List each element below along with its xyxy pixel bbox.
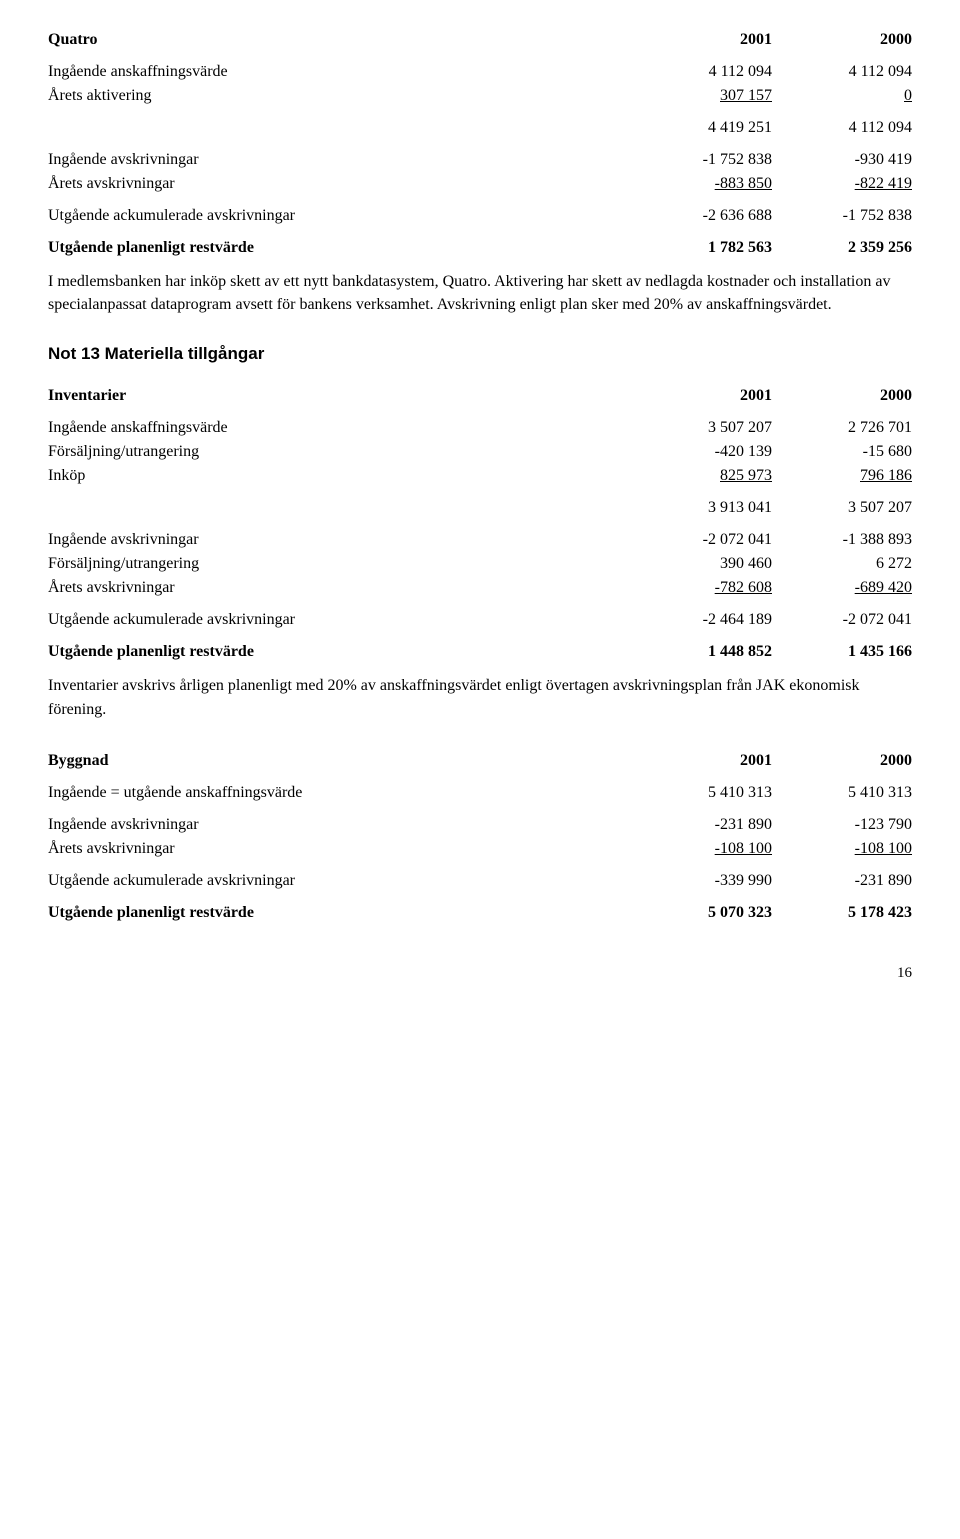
table-row: Ingående avskrivningar -231 890 -123 790 [48, 813, 912, 837]
inventarier-paragraph: Inventarier avskrivs årligen planenligt … [48, 674, 912, 720]
row-label: Utgående planenligt restvärde [48, 901, 632, 925]
row-value: 5 178 423 [772, 901, 912, 925]
byggnad-header: Byggnad 2001 2000 [48, 749, 912, 773]
row-value: -2 072 041 [632, 528, 772, 552]
row-label: Utgående ackumulerade avskrivningar [48, 608, 632, 632]
inventarier-header: Inventarier 2001 2000 [48, 384, 912, 408]
row-value: 3 913 041 [632, 496, 772, 520]
row-label: Årets avskrivningar [48, 172, 632, 196]
row-value: 5 070 323 [632, 901, 772, 925]
row-value: 825 973 [632, 464, 772, 488]
row-value: 1 448 852 [632, 640, 772, 664]
quatro-paragraph: I medlemsbanken har inköp skett av ett n… [48, 270, 912, 316]
row-value: -2 464 189 [632, 608, 772, 632]
row-value: 4 112 094 [632, 60, 772, 84]
row-value: 5 410 313 [632, 781, 772, 805]
table-row: Ingående anskaffningsvärde 4 112 094 4 1… [48, 60, 912, 84]
page-number: 16 [48, 965, 912, 982]
row-label: Årets avskrivningar [48, 837, 632, 861]
row-label: Försäljning/utrangering [48, 552, 632, 576]
row-label: Ingående avskrivningar [48, 528, 632, 552]
row-value: 2 359 256 [772, 236, 912, 260]
row-label: Ingående anskaffningsvärde [48, 416, 632, 440]
row-label: Ingående anskaffningsvärde [48, 60, 632, 84]
row-value: -883 850 [632, 172, 772, 196]
row-value: -689 420 [772, 576, 912, 600]
total-row: Utgående planenligt restvärde 1 448 852 … [48, 640, 912, 664]
row-value: -1 752 838 [632, 148, 772, 172]
row-value: -822 419 [772, 172, 912, 196]
row-value: -2 636 688 [632, 204, 772, 228]
row-value: -1 752 838 [772, 204, 912, 228]
byg-header-y1: 2001 [632, 749, 772, 773]
row-value: 4 112 094 [772, 116, 912, 140]
row-label: Inköp [48, 464, 632, 488]
byg-header-y2: 2000 [772, 749, 912, 773]
row-value: -123 790 [772, 813, 912, 837]
quatro-header-y2: 2000 [772, 28, 912, 52]
row-value: -2 072 041 [772, 608, 912, 632]
table-row: Försäljning/utrangering -420 139 -15 680 [48, 440, 912, 464]
row-value: 307 157 [632, 84, 772, 108]
table-row: Utgående ackumulerade avskrivningar -2 4… [48, 608, 912, 632]
row-value: 1 435 166 [772, 640, 912, 664]
row-label: Utgående ackumulerade avskrivningar [48, 869, 632, 893]
row-value: 4 112 094 [772, 60, 912, 84]
row-value: -930 419 [772, 148, 912, 172]
row-value: 1 782 563 [632, 236, 772, 260]
row-value: -1 388 893 [772, 528, 912, 552]
row-label: Utgående planenligt restvärde [48, 640, 632, 664]
row-value: -108 100 [772, 837, 912, 861]
row-value: 3 507 207 [772, 496, 912, 520]
table-row: Ingående = utgående anskaffningsvärde 5 … [48, 781, 912, 805]
row-value: 796 186 [772, 464, 912, 488]
row-value: 0 [772, 84, 912, 108]
quatro-header-label: Quatro [48, 28, 632, 52]
inv-header-label: Inventarier [48, 384, 632, 408]
table-row: Ingående avskrivningar -1 752 838 -930 4… [48, 148, 912, 172]
inv-header-y2: 2000 [772, 384, 912, 408]
row-value: -782 608 [632, 576, 772, 600]
subtotal-row: 4 419 251 4 112 094 [48, 116, 912, 140]
row-value: -231 890 [772, 869, 912, 893]
table-row: Utgående ackumulerade avskrivningar -2 6… [48, 204, 912, 228]
table-row: Försäljning/utrangering 390 460 6 272 [48, 552, 912, 576]
row-label: Försäljning/utrangering [48, 440, 632, 464]
row-label: Årets avskrivningar [48, 576, 632, 600]
byg-header-label: Byggnad [48, 749, 632, 773]
row-value: 4 419 251 [632, 116, 772, 140]
subtotal-row: 3 913 041 3 507 207 [48, 496, 912, 520]
table-row: Årets avskrivningar -883 850 -822 419 [48, 172, 912, 196]
row-label: Ingående avskrivningar [48, 813, 632, 837]
quatro-header-y1: 2001 [632, 28, 772, 52]
row-label: Ingående avskrivningar [48, 148, 632, 172]
not13-title: Not 13 Materiella tillgångar [48, 344, 912, 364]
row-label: Utgående planenligt restvärde [48, 236, 632, 260]
total-row: Utgående planenligt restvärde 1 782 563 … [48, 236, 912, 260]
row-value: 3 507 207 [632, 416, 772, 440]
inv-header-y1: 2001 [632, 384, 772, 408]
table-row: Utgående ackumulerade avskrivningar -339… [48, 869, 912, 893]
row-value: 6 272 [772, 552, 912, 576]
table-row: Årets aktivering 307 157 0 [48, 84, 912, 108]
row-value: 390 460 [632, 552, 772, 576]
row-label: Ingående = utgående anskaffningsvärde [48, 781, 632, 805]
table-row: Inköp 825 973 796 186 [48, 464, 912, 488]
row-label: Årets aktivering [48, 84, 632, 108]
row-value: 2 726 701 [772, 416, 912, 440]
table-row: Ingående anskaffningsvärde 3 507 207 2 7… [48, 416, 912, 440]
total-row: Utgående planenligt restvärde 5 070 323 … [48, 901, 912, 925]
table-row: Årets avskrivningar -108 100 -108 100 [48, 837, 912, 861]
row-value: -339 990 [632, 869, 772, 893]
row-value: -420 139 [632, 440, 772, 464]
row-value: 5 410 313 [772, 781, 912, 805]
row-label: Utgående ackumulerade avskrivningar [48, 204, 632, 228]
table-row: Ingående avskrivningar -2 072 041 -1 388… [48, 528, 912, 552]
table-row: Årets avskrivningar -782 608 -689 420 [48, 576, 912, 600]
row-value: -108 100 [632, 837, 772, 861]
quatro-header: Quatro 2001 2000 [48, 28, 912, 52]
row-value: -231 890 [632, 813, 772, 837]
row-value: -15 680 [772, 440, 912, 464]
